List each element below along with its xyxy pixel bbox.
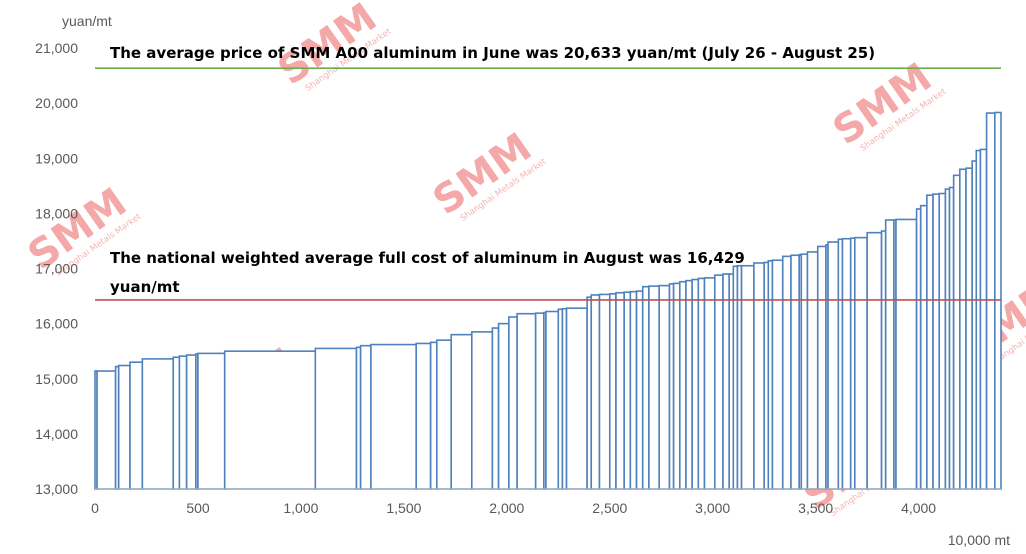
cost-step-bar bbox=[781, 255, 792, 490]
x-axis-ticks: 0 500 1,000 1,500 2,000 2,500 3,000 3,500 4,000 bbox=[91, 500, 936, 516]
cost-step-bar bbox=[534, 312, 545, 490]
cost-step-bar bbox=[853, 236, 868, 490]
cost-step-bar bbox=[841, 237, 852, 490]
cost-step-bar bbox=[623, 291, 632, 490]
cost-step-bar bbox=[866, 231, 883, 490]
y-axis-ticks: 13,000 14,000 15,000 16,000 17,000 18,000 19,0… bbox=[35, 40, 78, 497]
cost-step-bar bbox=[429, 341, 438, 490]
cost-step-bar bbox=[590, 294, 601, 490]
cost-step-bar bbox=[827, 241, 840, 490]
x-tick-label: 3,000 bbox=[695, 500, 730, 516]
cost-step-bar bbox=[713, 274, 724, 490]
x-axis-unit: 10,000 mt bbox=[948, 532, 1010, 548]
cost-step-bar bbox=[938, 192, 947, 490]
x-tick-label: 2,500 bbox=[592, 500, 627, 516]
cost-step-bar bbox=[615, 291, 625, 490]
cost-step-bar bbox=[96, 370, 117, 490]
average-price-annotation: The average price of SMM A00 aluminum in… bbox=[110, 44, 875, 62]
cost-step-bar bbox=[129, 361, 144, 490]
cost-step-bar bbox=[884, 219, 895, 490]
cost-step-bar bbox=[816, 245, 827, 490]
cost-step-bar bbox=[658, 284, 671, 490]
cost-step-bar bbox=[185, 354, 197, 490]
cost-step-bar bbox=[722, 273, 731, 490]
y-tick-label: 19,000 bbox=[35, 150, 78, 166]
cost-step-bar bbox=[450, 333, 473, 490]
cost-step-bar bbox=[197, 352, 226, 490]
y-tick-label: 18,000 bbox=[35, 205, 78, 221]
cost-step-bar bbox=[370, 343, 418, 490]
cost-step-bar bbox=[979, 148, 988, 490]
y-tick-label: 17,000 bbox=[35, 261, 78, 277]
cost-step-bar bbox=[965, 167, 973, 490]
cost-step-bar bbox=[959, 168, 967, 490]
cost-step-bar bbox=[800, 253, 809, 490]
cost-step-bar bbox=[790, 254, 801, 490]
cost-step-bar bbox=[703, 277, 716, 490]
cost-step-bar bbox=[314, 347, 358, 490]
cost-step-bar bbox=[178, 355, 188, 490]
x-tick-label: 500 bbox=[186, 500, 210, 516]
x-tick-label: 1,000 bbox=[283, 500, 318, 516]
cost-step-bar bbox=[672, 282, 681, 490]
cost-step-bar bbox=[919, 204, 928, 490]
y-tick-label: 21,000 bbox=[35, 40, 78, 56]
y-axis-unit: yuan/mt bbox=[62, 13, 112, 29]
x-tick-label: 4,000 bbox=[901, 500, 936, 516]
cost-step-bar bbox=[648, 285, 661, 490]
cost-step-bar bbox=[141, 358, 175, 490]
cost-step-bar bbox=[359, 344, 372, 490]
cost-step-bar bbox=[172, 356, 181, 490]
y-tick-label: 14,000 bbox=[35, 426, 78, 442]
cost-step-bar bbox=[691, 278, 700, 490]
cost-step-bar bbox=[117, 364, 131, 490]
cost-step-bar bbox=[545, 310, 560, 490]
cost-step-bar bbox=[952, 174, 961, 490]
cost-step-bar bbox=[491, 327, 500, 490]
weighted-cost-annotation: The national weighted average full cost … bbox=[110, 249, 745, 267]
cost-step-bar bbox=[932, 193, 941, 490]
cost-step-bar bbox=[697, 277, 706, 490]
weighted-cost-annotation-unit: yuan/mt bbox=[110, 278, 180, 296]
cost-step-bar bbox=[771, 259, 784, 490]
cost-step-bar bbox=[635, 290, 644, 490]
cost-step-bar bbox=[678, 280, 687, 490]
cost-step-bar bbox=[223, 350, 317, 490]
cost-step-bar bbox=[926, 194, 934, 490]
cost-step-bar bbox=[508, 316, 518, 490]
y-tick-label: 16,000 bbox=[35, 316, 78, 332]
x-tick-label: 1,500 bbox=[386, 500, 421, 516]
cost-step-bar bbox=[629, 290, 638, 490]
x-tick-label: 2,000 bbox=[489, 500, 524, 516]
cost-step-bar bbox=[598, 293, 611, 490]
cost-step-bar bbox=[806, 251, 819, 490]
y-tick-label: 20,000 bbox=[35, 95, 78, 111]
cost-step-bar bbox=[415, 342, 432, 490]
y-tick-label: 15,000 bbox=[35, 371, 78, 387]
x-tick-label: 3,500 bbox=[798, 500, 833, 516]
cost-step-bar bbox=[895, 218, 918, 490]
y-tick-label: 13,000 bbox=[35, 481, 78, 497]
cost-step-bar bbox=[608, 293, 617, 490]
cost-step-bar bbox=[985, 112, 996, 490]
cost-step-bar bbox=[753, 262, 766, 490]
cost-step-bar bbox=[471, 331, 494, 490]
cost-step-bar bbox=[641, 285, 650, 490]
cost-step-bar bbox=[436, 339, 453, 490]
cost-step-bar bbox=[497, 322, 510, 490]
x-tick-label: 0 bbox=[91, 500, 99, 516]
cost-step-bar bbox=[685, 279, 693, 490]
cost-step-bar bbox=[565, 307, 588, 490]
cost-step-bar bbox=[516, 312, 537, 490]
